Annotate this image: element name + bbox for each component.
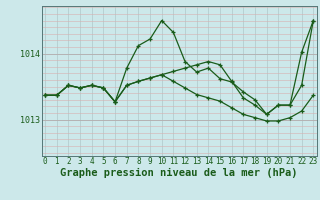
X-axis label: Graphe pression niveau de la mer (hPa): Graphe pression niveau de la mer (hPa): [60, 168, 298, 178]
